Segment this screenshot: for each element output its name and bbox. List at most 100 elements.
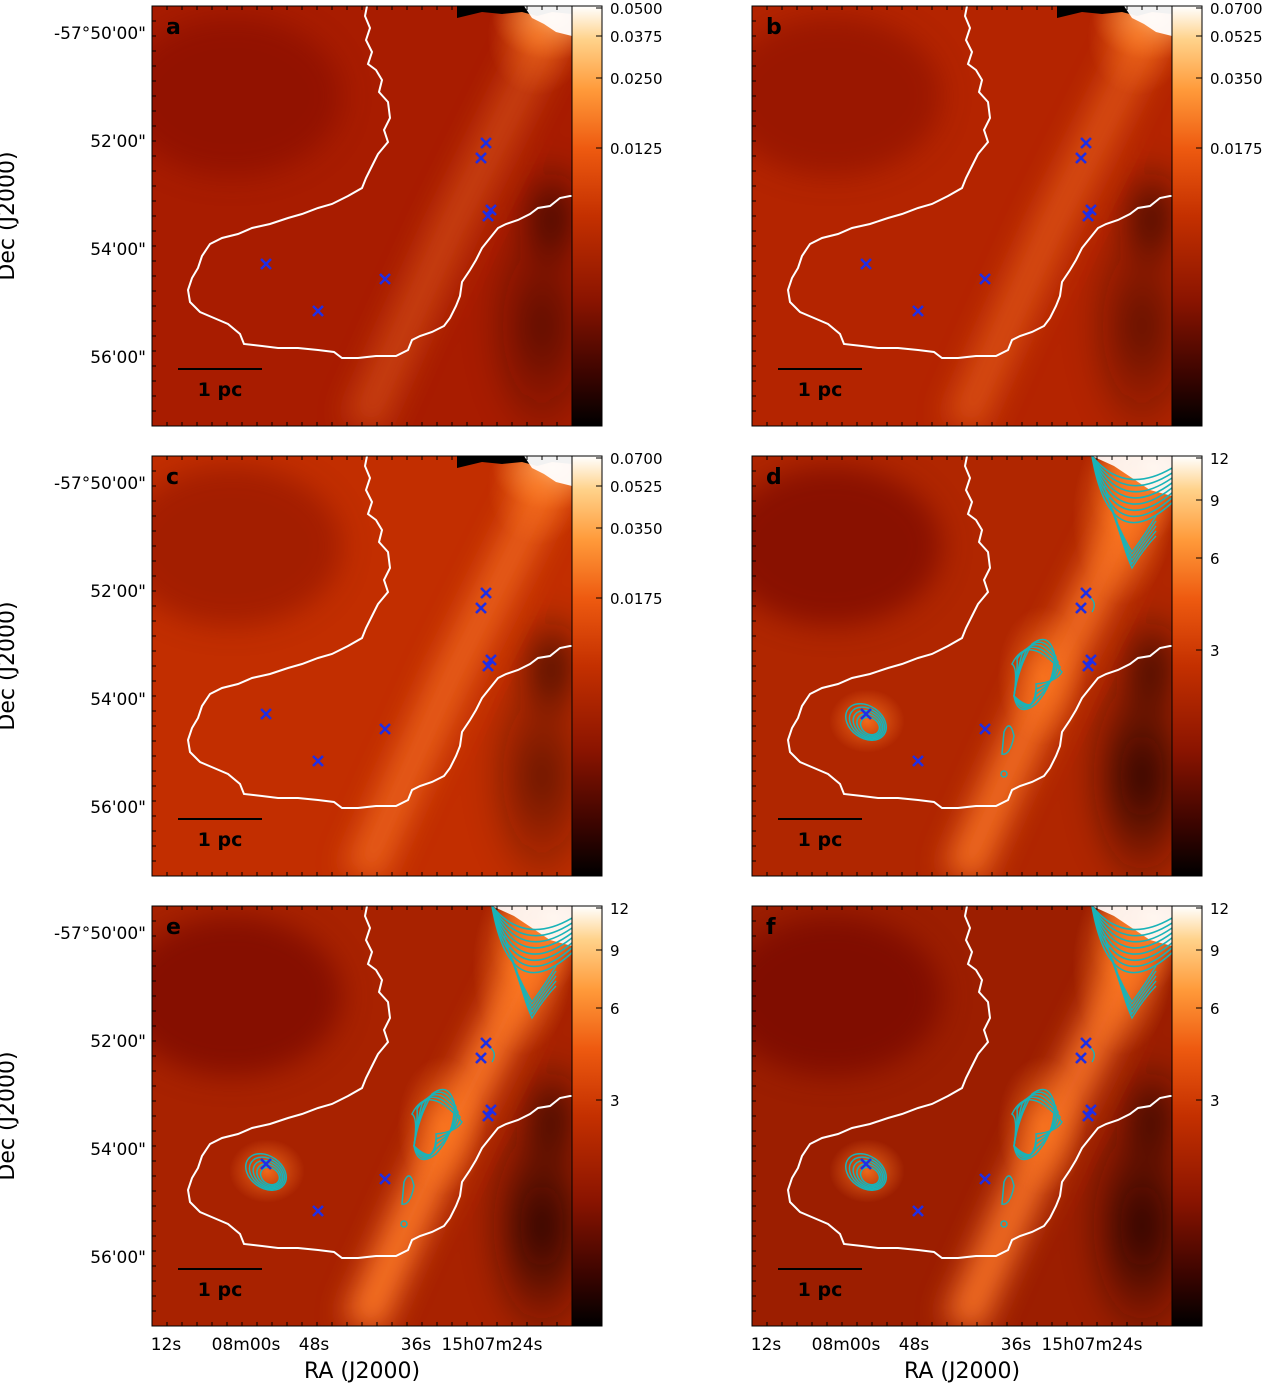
source-marker [482, 1110, 494, 1122]
source-marker [860, 1158, 872, 1170]
colorbar: 12 9 6 3 [1171, 450, 1229, 877]
contours [245, 905, 573, 1228]
source-marker [379, 1173, 391, 1185]
dec-tick-label: 56'00" [90, 348, 146, 368]
colorbar-gradient [571, 5, 603, 427]
colorbar-tick-label: 6 [1210, 550, 1220, 568]
colorbar-tick-label: 12 [610, 900, 629, 918]
colorbar-gradient [1171, 455, 1203, 877]
source-marker [312, 1205, 324, 1217]
contour-line [1091, 905, 1173, 943]
contour-line [1091, 905, 1173, 974]
contour-line [852, 709, 884, 739]
contour-line [856, 713, 882, 737]
colorbar-tick-label: 12 [1210, 900, 1229, 918]
dec-tick-label: 52'00" [90, 582, 146, 602]
contour-line [1091, 455, 1173, 524]
dec-tick-label: -57°50'00" [54, 924, 146, 944]
source-marker [312, 305, 324, 317]
panel-label: e [166, 915, 181, 940]
source-marker [480, 1037, 492, 1049]
contour-line [1091, 455, 1173, 499]
source-marker [1085, 1104, 1097, 1116]
ra-tick-label: 48s [899, 1335, 930, 1355]
dec-tick-label: 52'00" [90, 1032, 146, 1052]
ra-tick-label: 08m00s [212, 1335, 281, 1355]
contour-line [1000, 770, 1008, 778]
contour-line [845, 703, 887, 741]
contour-line [1091, 905, 1173, 961]
contour-line [1115, 517, 1157, 570]
contour-line [852, 1159, 884, 1189]
saturated-region [1124, 6, 1172, 36]
contour-line [400, 1220, 408, 1228]
colorbar-gradient [1171, 905, 1203, 1327]
contours [845, 905, 1173, 1228]
colorbar: 0.0500 0.0375 0.0250 0.0125 [571, 0, 663, 427]
contour-line [1091, 905, 1173, 955]
colorbar-tick-label: 6 [610, 1000, 620, 1018]
contour-line [1091, 455, 1173, 511]
ra-tick-label: 15h07m24s [441, 1335, 542, 1355]
contour-line [259, 1166, 281, 1186]
colorbar: 0.0700 0.0525 0.0350 0.0175 [1171, 0, 1263, 427]
contour-line [1001, 725, 1015, 755]
panel-label: d [766, 465, 782, 490]
ra-tick-label: 36s [401, 1335, 432, 1355]
contour-line [491, 905, 573, 943]
colorbar-gradient [571, 905, 603, 1327]
dec-tick-label: 56'00" [90, 1248, 146, 1268]
contour-line [1091, 455, 1173, 493]
dec-tick-label: 56'00" [90, 798, 146, 818]
contour-line [491, 905, 573, 968]
contour-line [491, 905, 573, 974]
panel-f: f 1 pc 12 9 6 3 12s 08m00s 48s 36s 15h07m24s RA (J2… [751, 900, 1229, 1384]
colorbar-tick-label: 0.0175 [1210, 140, 1263, 158]
source-marker [1075, 1052, 1087, 1064]
ra-tick-label: 12s [751, 1335, 782, 1355]
colorbar-tick-label: 0.0700 [610, 450, 663, 468]
saturated-region [524, 6, 572, 36]
source-marker [480, 137, 492, 149]
map-image [152, 906, 572, 1326]
map-image [752, 456, 1172, 876]
contour-line [1091, 455, 1173, 481]
contour-line [848, 1156, 886, 1190]
source-marker [260, 1158, 272, 1170]
contour-line [859, 716, 881, 736]
source-marker [860, 708, 872, 720]
panel-label: f [766, 915, 776, 940]
x-axis-label: RA (J2000) [304, 1359, 420, 1384]
region-boundary [186, 905, 572, 1259]
colorbar-tick-label: 6 [1210, 1000, 1220, 1018]
source-marker [379, 723, 391, 735]
colorbar-gradient [571, 455, 603, 877]
panel-c: c 1 pc 0.0700 0.0525 0.0350 0.0175 -57°50'00" 5… [0, 450, 663, 877]
source-marker [1080, 587, 1092, 599]
scale-bar-label: 1 pc [798, 379, 843, 401]
contour-line [859, 1166, 881, 1186]
panel-d: d 1 pc 12 9 6 3 [751, 450, 1229, 877]
saturated-region [1092, 906, 1172, 946]
contour-line [856, 1163, 882, 1187]
map-image [752, 6, 1172, 426]
map-image [152, 456, 572, 876]
contour-line [411, 1099, 463, 1156]
source-marker [260, 708, 272, 720]
source-marker [475, 602, 487, 614]
contour-line [848, 706, 886, 740]
contour-line [401, 1175, 415, 1205]
panel-e: e 1 pc 12 9 6 3 -57°50'00" 52'00" 54'00" 56'00" De… [0, 900, 629, 1384]
dec-tick-label: 52'00" [90, 132, 146, 152]
saturated-region [524, 456, 572, 486]
region-boundary [786, 905, 1172, 1259]
scale-bar-label: 1 pc [198, 829, 243, 851]
colorbar-tick-label: 0.0350 [610, 520, 663, 538]
contour-line [1011, 1099, 1063, 1156]
saturated-region [492, 906, 572, 946]
contour-line [1091, 905, 1173, 931]
y-axis-label: Dec (J2000) [0, 601, 20, 730]
colorbar-tick-label: 0.0250 [610, 70, 663, 88]
source-marker [912, 305, 924, 317]
